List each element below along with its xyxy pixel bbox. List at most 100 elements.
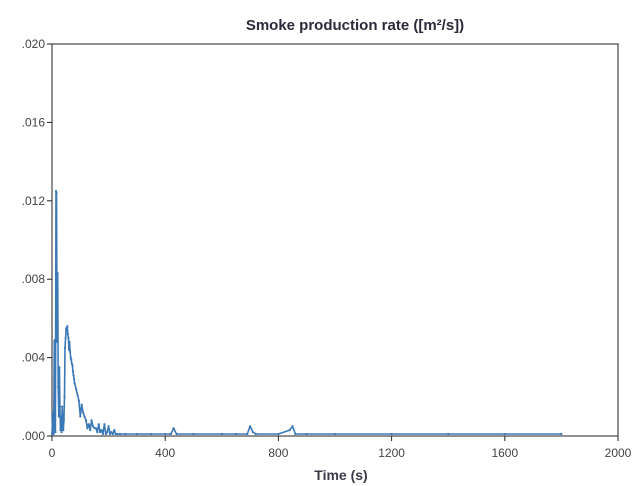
- data-point: [172, 427, 175, 430]
- data-point: [99, 431, 102, 434]
- data-point: [54, 189, 58, 193]
- x-axis-ticks: 0 400 800 1200 1600 2000: [49, 436, 632, 460]
- data-point: [68, 340, 71, 343]
- data-point: [118, 432, 121, 436]
- x-tick-label: 2000: [605, 446, 632, 460]
- data-point: [52, 432, 55, 436]
- series-group: [50, 189, 563, 436]
- data-point: [72, 374, 75, 377]
- data-point: [106, 431, 109, 434]
- data-point: [254, 432, 257, 436]
- data-point: [59, 429, 62, 432]
- data-point: [135, 432, 138, 436]
- data-point: [77, 399, 80, 402]
- data-point: [305, 432, 308, 436]
- data-point: [104, 432, 107, 436]
- data-point: [51, 411, 54, 414]
- x-tick-label: 1600: [491, 446, 518, 460]
- data-point: [108, 432, 112, 436]
- data-point: [111, 432, 114, 436]
- data-point: [169, 432, 172, 436]
- data-point: [87, 423, 90, 426]
- data-point: [56, 272, 59, 275]
- data-point: [100, 429, 103, 432]
- data-point: [560, 432, 563, 436]
- x-tick-label: 0: [49, 446, 56, 460]
- data-point: [76, 393, 79, 396]
- data-point: [101, 432, 104, 436]
- data-point: [73, 382, 76, 385]
- data-point: [116, 432, 119, 436]
- data-point: [50, 432, 54, 436]
- data-point: [124, 432, 127, 436]
- series-line: [51, 190, 562, 435]
- y-axis-ticks: .000 .004 .008 .012 .016 .020: [22, 37, 52, 443]
- data-point: [503, 432, 506, 436]
- data-point: [62, 429, 65, 432]
- data-point: [220, 432, 223, 436]
- data-point: [246, 432, 249, 436]
- x-tick-label: 400: [155, 446, 175, 460]
- data-point: [390, 432, 393, 436]
- data-point: [61, 423, 64, 426]
- data-point: [249, 425, 252, 428]
- chart-title: Smoke production rate ([m²/s]): [246, 17, 464, 34]
- data-point: [86, 427, 89, 430]
- data-point: [90, 419, 93, 422]
- data-point: [82, 411, 85, 414]
- data-point: [62, 419, 65, 422]
- data-point: [97, 423, 100, 426]
- data-point: [66, 325, 69, 328]
- data-point: [75, 387, 78, 391]
- data-point: [67, 336, 70, 340]
- plot-frame: [51, 43, 619, 437]
- data-point: [110, 431, 113, 434]
- data-point: [164, 432, 167, 436]
- data-point: [234, 432, 238, 436]
- data-point: [63, 395, 66, 398]
- data-point: [192, 432, 195, 436]
- data-point: [53, 340, 56, 343]
- data-point: [294, 432, 297, 436]
- data-point: [61, 405, 64, 408]
- data-point: [113, 429, 116, 432]
- data-point: [71, 364, 74, 367]
- data-point: [291, 425, 294, 428]
- data-point: [73, 378, 76, 381]
- data-point: [79, 415, 82, 418]
- y-tick-label: .012: [22, 194, 46, 208]
- data-point: [150, 432, 153, 436]
- data-point: [57, 385, 60, 389]
- data-point: [55, 191, 58, 195]
- data-point: [89, 429, 92, 432]
- data-point: [94, 427, 97, 430]
- y-tick-label: .008: [22, 272, 46, 286]
- y-tick-label: .020: [22, 37, 46, 51]
- y-tick-label: .004: [22, 351, 46, 365]
- data-point: [60, 431, 63, 434]
- data-point: [71, 370, 74, 373]
- data-point: [333, 432, 337, 436]
- data-point: [96, 431, 99, 434]
- data-point: [91, 425, 95, 428]
- data-point: [63, 346, 67, 349]
- y-tick-label: .000: [22, 429, 46, 443]
- data-point: [58, 366, 61, 369]
- data-point: [288, 429, 291, 432]
- data-point: [70, 362, 73, 365]
- data-point: [67, 348, 71, 351]
- data-point: [69, 356, 72, 359]
- data-point: [64, 336, 67, 340]
- data-point: [57, 415, 60, 418]
- data-point: [447, 432, 450, 436]
- data-point: [66, 333, 69, 336]
- data-point: [65, 329, 68, 332]
- data-point: [65, 327, 68, 330]
- data-point: [251, 431, 254, 434]
- data-point: [277, 432, 280, 436]
- data-point: [58, 405, 62, 408]
- x-tick-label: 1200: [378, 446, 405, 460]
- data-point: [54, 431, 57, 434]
- data-point: [53, 338, 56, 342]
